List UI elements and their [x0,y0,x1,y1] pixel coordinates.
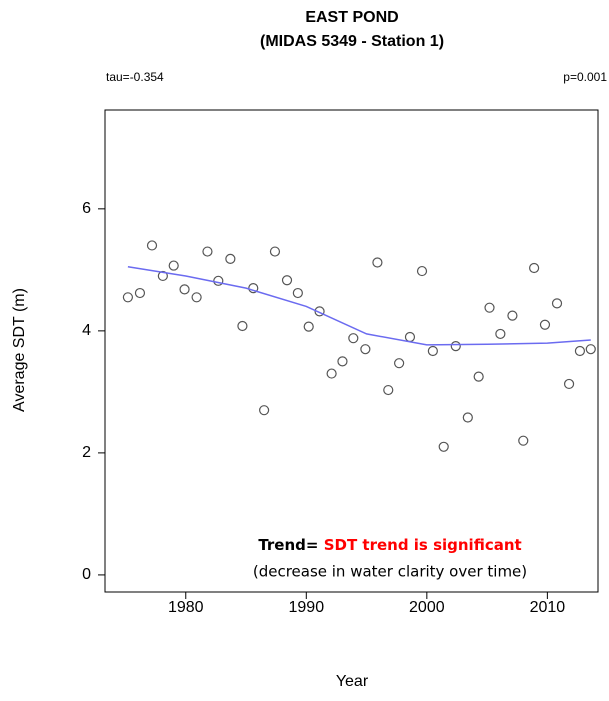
data-point [394,358,405,369]
x-tick-label: 1990 [289,599,325,616]
data-point [473,371,484,382]
data-point [326,368,337,379]
plot-frame [104,109,599,593]
stats-p: p=0.001 [563,70,607,84]
data-point [314,306,325,317]
x-tick-label: 2010 [530,599,566,616]
data-point [529,262,540,274]
data-point [563,378,575,390]
data-point [404,331,416,343]
data-point [551,298,563,309]
y-tick-label: 0 [82,566,91,583]
y-tick-label: 6 [82,200,91,217]
data-point [134,287,146,299]
data-point [191,292,202,303]
data-point [179,284,190,295]
data-point [259,405,270,416]
data-point [574,345,586,357]
data-point [168,260,179,271]
data-point [438,441,449,452]
data-point [225,253,236,264]
data-point [202,246,213,257]
annotation-note: (decrease in water clarity over time) [253,563,527,581]
y-tick-label: 2 [82,444,91,461]
annotation-trend: Trend= SDT trend is significant [258,536,521,554]
data-point [157,270,168,282]
data-point [372,257,383,268]
data-point [303,321,314,332]
data-point [213,275,224,286]
data-point [507,310,518,321]
data-point [495,328,506,340]
annotation-prefix: Trend= [258,536,318,554]
data-point [337,356,348,367]
trend-line [127,266,591,346]
data-point [383,384,394,396]
stats-tau: tau=-0.354 [106,70,164,84]
data-point [427,345,438,357]
data-point [462,412,473,423]
x-tick-label: 1980 [168,599,204,616]
data-point [450,341,461,352]
data-point [281,275,293,286]
x-axis-label: Year [336,673,369,690]
data-point [360,344,371,355]
data-point [348,333,359,344]
y-axis-label: Average SDT (m) [11,288,28,412]
data-point [585,344,596,355]
data-point [237,320,248,332]
data-point [484,302,495,313]
data-point [416,265,428,277]
data-point [248,283,259,294]
data-point [146,240,158,251]
data-point [518,435,529,446]
y-tick-label: 4 [82,322,91,339]
data-point [292,287,303,299]
chart-title: EAST POND [305,9,398,26]
x-tick-label: 2000 [409,599,445,616]
data-point [122,292,134,303]
data-point [269,246,281,257]
chart-subtitle: (MIDAS 5349 - Station 1) [260,33,444,50]
annotation-highlight: SDT trend is significant [324,536,522,554]
data-point [539,319,551,330]
